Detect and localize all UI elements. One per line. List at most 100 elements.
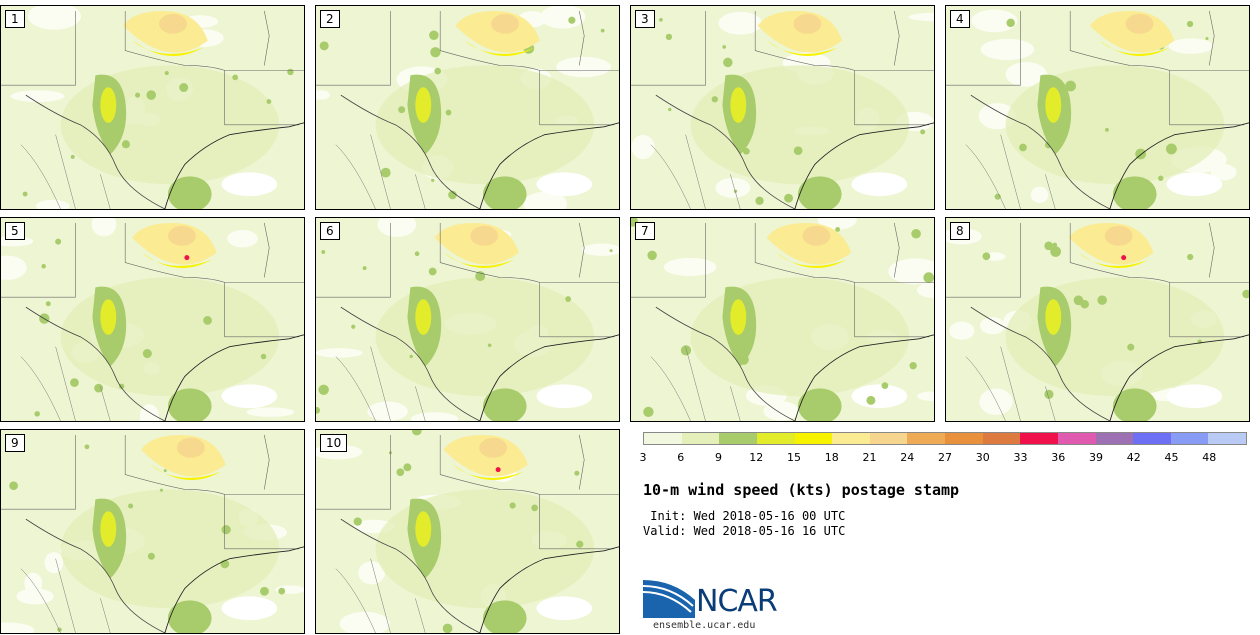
wind-field-9-12kt <box>1165 143 1177 155</box>
calm-wind-area <box>536 596 593 621</box>
calm-wind-area <box>367 401 408 421</box>
colorbar-segment <box>794 433 833 444</box>
wind-field-9-12kt <box>434 67 442 75</box>
wind-speed-map <box>1 6 304 209</box>
state-border <box>631 10 706 86</box>
colorbar-segment <box>907 433 945 444</box>
ensemble-member-panel-9: 9 <box>0 429 305 634</box>
wind-field-9-12kt <box>118 383 125 389</box>
calm-wind-area <box>1168 38 1214 54</box>
calm-wind-area <box>27 6 81 30</box>
wind-field-9-12kt <box>167 600 212 633</box>
wind-field-9-12kt <box>94 383 104 393</box>
wind-field-9-12kt <box>744 327 751 334</box>
ensemble-member-panel-2: 2 <box>315 5 620 210</box>
wind-field-12-15kt <box>730 299 747 335</box>
state-border <box>263 222 270 278</box>
wind-field-9-12kt <box>398 106 406 114</box>
state-border <box>965 346 1056 421</box>
wind-field-9-12kt <box>475 271 486 282</box>
wind-speed-map <box>316 430 619 633</box>
member-label: 6 <box>320 222 340 240</box>
wind-field-12-15kt <box>415 511 432 547</box>
calm-wind-area <box>316 348 363 358</box>
member-label: 1 <box>5 10 25 28</box>
wind-field-21-24kt <box>1125 13 1154 34</box>
state-border <box>316 434 391 510</box>
wind-field-9-12kt <box>403 463 412 472</box>
wind-field-9-12kt <box>55 238 62 245</box>
calm-wind-area <box>35 199 70 209</box>
member-label: 3 <box>635 10 655 28</box>
wind-field-21-24kt <box>159 13 187 34</box>
wind-field-9-12kt <box>409 354 413 359</box>
wind-field-12-15kt <box>415 87 432 123</box>
colorbar-tick-label: 15 <box>787 451 801 464</box>
wind-field-9-12kt <box>34 411 40 417</box>
wind-field-12-15kt <box>100 87 117 123</box>
calm-wind-area <box>663 257 717 277</box>
state-border <box>316 10 391 86</box>
colorbar-segment <box>756 433 795 444</box>
wind-field-9-12kt <box>482 600 527 633</box>
valid-time: Valid: Wed 2018-05-16 16 UTC <box>643 524 846 538</box>
wind-field-9-12kt <box>982 252 991 261</box>
calm-wind-area <box>851 384 908 409</box>
wind-field-9-12kt <box>203 316 212 325</box>
state-border <box>650 346 741 421</box>
wind-field-9-12kt <box>57 627 62 632</box>
wind-field-9-12kt <box>414 251 420 257</box>
colorbar-tick-label: 27 <box>938 451 952 464</box>
state-border <box>20 346 111 421</box>
wind-field-9-12kt <box>866 395 876 405</box>
ncar-logo[interactable]: NCAR ensemble.ucar.edu <box>643 578 803 633</box>
wind-field-9-12kt <box>1052 242 1058 248</box>
colorbar-tick-label: 9 <box>715 451 722 464</box>
calm-wind-area <box>1166 172 1223 197</box>
calm-wind-area <box>316 90 331 100</box>
member-label: 2 <box>320 10 340 28</box>
state-border <box>1 10 76 86</box>
state-border <box>578 434 585 490</box>
state-border <box>439 434 540 549</box>
ensemble-member-panel-7: 7 <box>630 217 935 422</box>
calm-wind-area <box>980 38 1035 61</box>
member-label: 5 <box>5 222 25 240</box>
colorbar-tick-label: 48 <box>1202 451 1217 464</box>
calm-wind-area <box>917 391 934 401</box>
calm-wind-area <box>556 56 611 78</box>
international-border <box>340 518 481 633</box>
gulf-coastline <box>794 334 934 421</box>
colorbar-segment <box>1020 433 1058 444</box>
wind-field-9-12kt <box>1187 253 1194 261</box>
calm-wind-area <box>979 388 1013 415</box>
state-border <box>124 434 225 549</box>
wind-field-9-12kt <box>1065 80 1076 92</box>
calm-wind-area <box>10 90 65 103</box>
wind-field-9-12kt <box>9 481 18 491</box>
wind-field-9-12kt <box>430 47 441 58</box>
colorbar-tick-label: 30 <box>975 451 990 464</box>
calm-wind-area <box>971 9 1018 33</box>
wind-field-9-12kt <box>84 444 90 450</box>
wind-field-9-12kt <box>923 272 934 284</box>
wind-field-9-12kt <box>1158 175 1164 181</box>
ensemble-url[interactable]: ensemble.ucar.edu <box>653 620 756 631</box>
wind-field-9-12kt <box>221 524 231 535</box>
colorbar-segment <box>982 433 1021 444</box>
wind-speed-map <box>631 6 934 209</box>
wind-field-9-12kt <box>45 301 51 307</box>
colorbar-segment <box>1170 433 1209 444</box>
wind-field-9-12kt <box>278 587 286 595</box>
wind-speed-map <box>316 6 619 209</box>
ncar-wordmark: NCAR <box>696 584 778 619</box>
wind-field-9-12kt <box>159 488 164 492</box>
wind-field-9-12kt <box>396 468 405 477</box>
calm-wind-area <box>949 321 975 340</box>
wind-field-9-12kt <box>167 388 212 421</box>
calm-wind-area <box>718 11 762 35</box>
calm-wind-area <box>979 317 1006 335</box>
calm-wind-area <box>91 218 117 237</box>
wind-field-9-12kt <box>487 343 492 348</box>
calm-wind-area <box>851 172 908 197</box>
